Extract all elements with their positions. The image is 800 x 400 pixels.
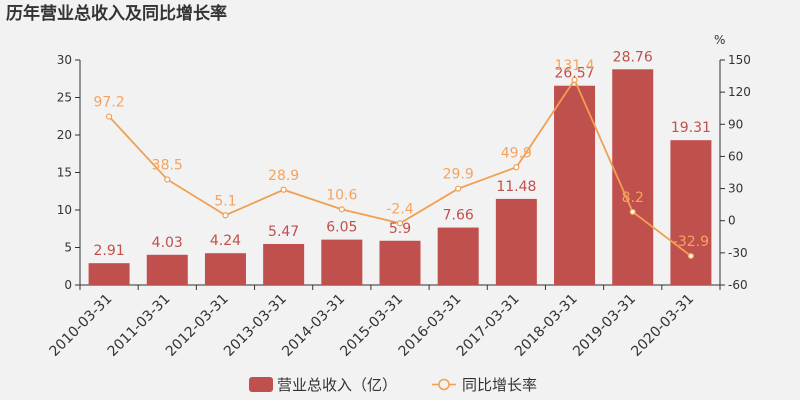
y-right-tick-label: 120 (728, 85, 751, 99)
line-value-label: 131.4 (554, 58, 594, 74)
bar-value-label: 4.24 (210, 233, 241, 249)
bar (321, 239, 363, 285)
line-point (396, 220, 404, 227)
line-point (280, 186, 287, 193)
y-right-tick-label: 0 (728, 214, 736, 228)
chart-title: 历年营业总收入及同比增长率 (6, 3, 227, 24)
bar-value-label: 11.48 (496, 179, 536, 195)
y-left-tick-label: 0 (64, 278, 72, 292)
y-left-tick-label: 5 (64, 241, 72, 255)
bar-series (88, 69, 712, 285)
bar (204, 253, 246, 285)
line-point (164, 176, 171, 183)
x-tick-label: 2020-03-31 (628, 291, 697, 360)
line-point (338, 206, 345, 213)
y-left-tick-label: 30 (57, 53, 72, 67)
y-right-tick-label: 150 (728, 53, 751, 67)
line-value-label: 28.9 (268, 168, 299, 184)
line-value-label: -32.9 (673, 234, 709, 250)
y-right-tick-label: -30 (728, 246, 748, 260)
line-value-label: -2.4 (386, 201, 413, 217)
line-point (629, 208, 636, 216)
line-point (513, 164, 520, 171)
line-series (105, 76, 695, 260)
line-point (571, 76, 578, 84)
bar (379, 240, 421, 285)
right-axis-unit: % (714, 33, 725, 47)
line-value-label: 8.2 (622, 190, 644, 206)
line-value-label: 38.5 (152, 157, 183, 173)
line-point (455, 185, 462, 192)
y-right-tick-label: 90 (728, 117, 743, 131)
y-left-tick-label: 25 (57, 91, 72, 105)
bar-value-label: 6.05 (326, 220, 357, 236)
bar (263, 243, 305, 285)
bar (495, 198, 537, 285)
bar (670, 140, 712, 285)
y-right-tick-label: 30 (728, 182, 743, 196)
bar-value-label: 7.66 (443, 208, 474, 224)
y-left-tick-label: 10 (57, 203, 72, 217)
line-value-label: 10.6 (326, 187, 357, 203)
line-value-label: 49.9 (501, 145, 532, 161)
bar-value-label: 28.76 (613, 49, 653, 65)
bar (146, 254, 188, 285)
line-value-label: 97.2 (94, 95, 125, 111)
y-left-tick-label: 15 (57, 166, 72, 180)
y-left-tick-label: 20 (57, 128, 72, 142)
bar-value-label: 5.47 (268, 224, 299, 240)
bar (88, 263, 130, 285)
bar-value-label: 19.31 (671, 120, 711, 136)
y-right-tick-label: 60 (728, 149, 743, 163)
line-point (687, 252, 695, 260)
line-value-label: 5.1 (214, 193, 236, 209)
bar-value-label: 5.9 (389, 221, 411, 237)
legend-bar-label: 营业总收入（亿） (277, 376, 397, 394)
bar-value-label: 26.57 (554, 66, 594, 82)
bar (437, 227, 479, 285)
legend-line-marker (438, 378, 450, 391)
line-point (222, 212, 229, 219)
bar-value-label: 2.91 (94, 243, 125, 259)
line-value-label: 29.9 (443, 167, 474, 183)
bar (554, 85, 596, 285)
bar-value-label: 4.03 (152, 235, 183, 251)
bar (612, 69, 654, 285)
data-labels: 2.91 4.03 4.24 5.47 6.05 5.9 7.66 11.48 26.57 28.… (94, 49, 711, 259)
legend[interactable]: 营业总收入（亿） 同比增长率 (249, 376, 537, 394)
line-point (105, 113, 113, 120)
legend-line-label: 同比增长率 (462, 376, 537, 394)
y-right-tick-label: -60 (728, 278, 748, 292)
legend-bar-swatch (249, 377, 273, 392)
